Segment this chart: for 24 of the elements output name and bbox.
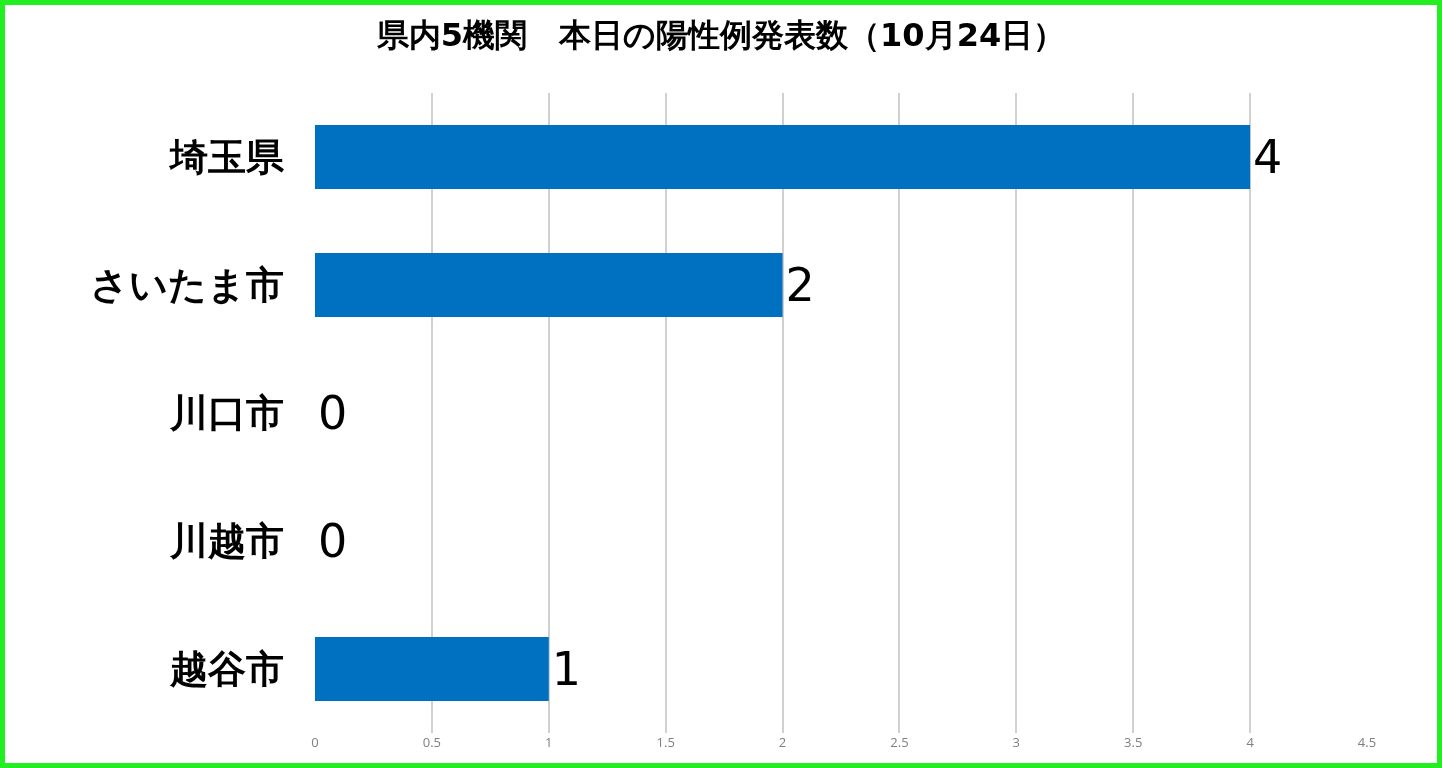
x-tick-label: 4 [1246,733,1255,751]
data-label: 0 [318,386,348,440]
bar [315,253,783,317]
x-tick-label: 2.5 [890,733,909,751]
x-tick-label: 0 [311,733,319,751]
bar [315,125,1251,189]
chart-title: 県内5機関 本日の陽性例発表数（10月24日） [375,16,1066,55]
data-label: 0 [318,514,348,568]
y-tick-label: 越谷市 [169,647,284,692]
x-tick-label: 2 [778,733,787,751]
data-label: 1 [551,642,582,696]
x-tick-label: 4.5 [1357,733,1377,751]
x-tick-label: 0.5 [422,733,442,751]
x-tick-label: 1.5 [656,733,675,751]
bar [315,637,549,701]
y-tick-label: 川越市 [169,519,284,564]
data-label: 2 [785,258,815,312]
y-tick-label: 埼玉県 [168,135,285,180]
y-tick-label: さいたま市 [90,263,284,308]
x-tick-label: 3 [1012,733,1021,751]
data-label: 4 [1253,130,1283,184]
x-tick-label: 1 [545,733,553,751]
x-tick-label: 3.5 [1124,733,1143,751]
y-tick-label: 川口市 [169,391,284,436]
